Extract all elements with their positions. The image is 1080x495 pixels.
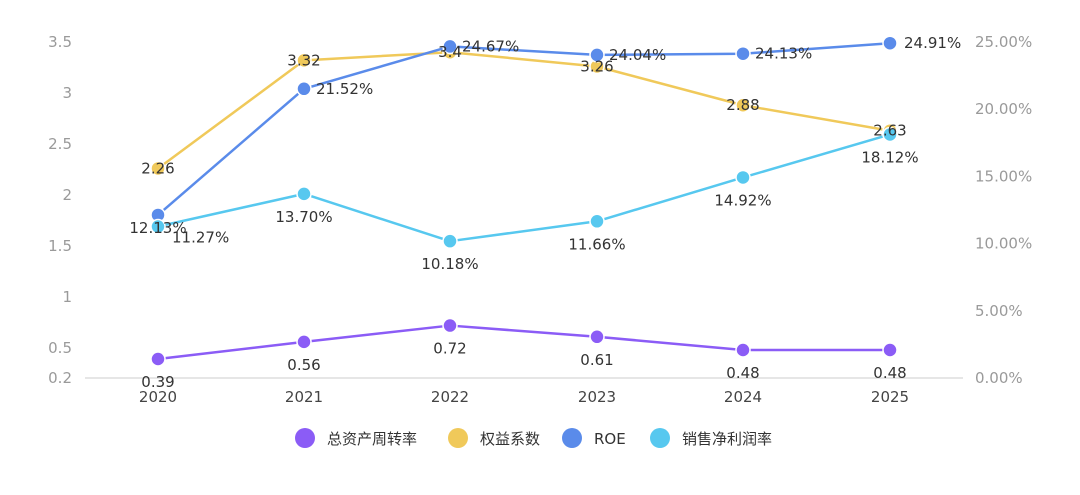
series-roe-label: 21.52%	[316, 80, 373, 98]
legend-label: 权益系数	[480, 430, 540, 448]
legend-marker	[448, 428, 468, 448]
x-axis-tick: 2025	[871, 388, 909, 406]
series-net-profit-margin-label: 11.66%	[568, 235, 625, 253]
series-net-profit-margin-line	[157, 133, 891, 243]
series-net-profit-margin-label: 14.92%	[714, 191, 771, 209]
left-axis-tick: 0.2	[48, 369, 72, 387]
series-roe-label: 24.04%	[609, 46, 666, 64]
series-net-profit-margin-point	[882, 126, 898, 143]
series-total-asset-turnover-label: 0.72	[433, 340, 466, 358]
right-axis-tick: 20.00%	[975, 100, 1032, 118]
left-axis-tick: 2.5	[48, 135, 72, 153]
legend-marker	[562, 428, 582, 448]
series-roe-label: 12.13%	[129, 219, 186, 237]
series-roe-point	[296, 81, 312, 97]
series-net-profit-margin-point	[735, 169, 751, 186]
series-net-profit-margin-point	[589, 213, 605, 230]
series-total-asset-turnover-point	[296, 334, 312, 350]
series-roe-line	[157, 41, 891, 216]
series-net-profit-margin-label: 10.18%	[421, 255, 478, 273]
series-net-profit-margin-point	[296, 186, 312, 202]
x-axis-tick: 2024	[724, 388, 762, 406]
left-axis-tick: 3.5	[48, 33, 72, 51]
series-equity-multiplier-point	[150, 160, 166, 177]
series-total-asset-turnover-point	[882, 342, 898, 358]
series-total-asset-turnover-point	[589, 329, 605, 345]
series-equity-multiplier-line	[157, 50, 891, 170]
right-axis-tick: 10.00%	[975, 235, 1032, 253]
series-total-asset-turnover-label: 0.48	[873, 364, 906, 382]
x-axis-tick: 2020	[139, 388, 177, 406]
series-equity-multiplier-label: 3.26	[580, 57, 613, 75]
series-net-profit-margin-point	[150, 218, 166, 235]
series-total-asset-turnover-point	[442, 317, 458, 334]
right-axis-tick: 15.00%	[975, 167, 1032, 185]
legend-marker	[650, 428, 670, 448]
series-equity-multiplier-label: 2.63	[873, 122, 906, 140]
series-total-asset-turnover-label: 0.39	[141, 373, 174, 391]
left-axis-tick: 0.5	[48, 339, 72, 357]
series-roe-label: 24.67%	[462, 37, 519, 55]
x-axis-tick: 2023	[578, 388, 616, 406]
series-equity-multiplier-point	[735, 97, 751, 113]
series-total-asset-turnover-label: 0.48	[726, 364, 759, 382]
legend-label: 销售净利润率	[682, 430, 772, 448]
series-total-asset-turnover-line	[157, 324, 890, 361]
series-roe-label: 24.13%	[755, 45, 812, 63]
series-equity-multiplier-point	[296, 52, 312, 69]
x-axis-tick: 2021	[285, 388, 323, 406]
series-net-profit-margin-label: 18.12%	[861, 148, 918, 166]
series-equity-multiplier-label: 3.32	[287, 51, 320, 69]
right-axis-tick: 0.00%	[975, 369, 1023, 387]
series-total-asset-turnover-point	[150, 351, 166, 367]
legend-marker	[295, 428, 315, 448]
right-axis-tick: 5.00%	[975, 302, 1023, 320]
series-roe-point	[882, 35, 898, 51]
series-net-profit-margin-label: 13.70%	[275, 208, 332, 226]
left-axis-tick: 1.5	[48, 237, 72, 255]
x-axis-tick: 2022	[431, 388, 469, 406]
series-equity-multiplier-label: 2.88	[726, 96, 759, 114]
series-equity-multiplier-label: 2.26	[141, 159, 174, 177]
series-roe-point	[735, 45, 751, 62]
series-equity-multiplier-label: 3.4	[438, 43, 462, 61]
left-axis-tick: 1	[62, 288, 72, 306]
series-net-profit-margin-point	[442, 233, 458, 249]
left-axis-tick: 3	[62, 84, 72, 102]
series-roe-label: 24.91%	[904, 34, 961, 52]
right-axis-tick: 25.00%	[975, 33, 1032, 51]
legend-label: 总资产周转率	[327, 430, 417, 448]
series-roe-point	[442, 38, 458, 55]
series-roe-point	[589, 47, 605, 63]
series-total-asset-turnover-label: 0.56	[287, 356, 320, 374]
series-net-profit-margin-label: 11.27%	[172, 229, 229, 247]
legend-label: ROE	[594, 430, 626, 448]
series-total-asset-turnover-label: 0.61	[580, 351, 613, 369]
series-total-asset-turnover-point	[735, 342, 751, 358]
left-axis-tick: 2	[62, 186, 72, 204]
